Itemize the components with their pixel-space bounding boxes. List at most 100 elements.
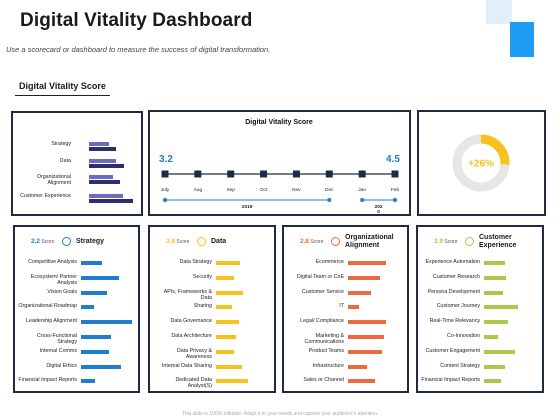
- metric-label: Ecosystem/ Partner Analysis: [30, 273, 77, 286]
- timeline-chart: Digital Vitality Score 3.2 4.5 July Aug Sep Oc…: [159, 119, 400, 215]
- metric-bar: [216, 305, 232, 310]
- timeline-end-value: 4.5: [386, 154, 400, 165]
- metric-label: IT: [339, 303, 344, 310]
- metric-label: Persona Development: [427, 288, 480, 295]
- timeline-month-marker: [391, 170, 399, 178]
- metric-label: Experience Automation: [425, 259, 480, 265]
- score-category-label: Strategy: [51, 141, 71, 147]
- metric-bar: [216, 379, 248, 384]
- donut-panel: +26%: [417, 110, 546, 216]
- metric-label: Ecommerce: [315, 259, 344, 265]
- metric-bar: [348, 261, 386, 265]
- score-bar-previous: [89, 159, 117, 163]
- metric-label: Digital Ethics: [46, 362, 77, 369]
- panel-title: Organizational Alignment: [345, 234, 394, 249]
- metric-bar: [216, 261, 240, 265]
- metric-bar: [484, 349, 515, 354]
- metric-bar: [81, 320, 132, 325]
- score-value: 2.2 Score: [31, 238, 55, 245]
- metric-bar: [348, 275, 381, 280]
- category-icon: [62, 237, 71, 246]
- year-span-b-start-dot: [360, 198, 365, 202]
- timeline-month-label: Feb: [391, 187, 400, 193]
- metric-bar: [216, 364, 242, 369]
- year-span-end-dot: [327, 198, 332, 202]
- metric-label: Marketing & Communications: [304, 333, 344, 345]
- metric-bar: [81, 364, 121, 369]
- metric-bar: [348, 364, 367, 369]
- metric-label: Content Strategy: [440, 362, 480, 369]
- timeline-month-label: Dec: [325, 187, 334, 193]
- timeline-month-marker: [227, 170, 235, 178]
- timeline-panel: Digital Vitality Score 3.2 4.5 July Aug Sep Oc…: [148, 110, 411, 216]
- score-word: Score: [40, 239, 55, 245]
- score-value: 3.8 Score: [166, 238, 190, 245]
- decor-square-blue: [510, 22, 534, 57]
- timeline-month-marker: [194, 170, 202, 178]
- timeline-month-label: Jan: [358, 187, 366, 193]
- metric-bar: [348, 320, 386, 325]
- panel-title: Customer Experience: [479, 234, 517, 249]
- year-span-b-end-dot: [393, 198, 397, 202]
- score-number: 3.9: [434, 238, 444, 245]
- panel-title: Strategy: [76, 238, 105, 245]
- category-icon: [465, 237, 474, 246]
- metric-bar: [81, 261, 103, 265]
- score-bar-current: [89, 199, 133, 203]
- page-title: Digital Vitality Dashboard: [20, 10, 253, 31]
- metric-bar: [348, 290, 371, 295]
- metric-bar: [81, 379, 96, 384]
- timeline-start-value: 3.2: [159, 154, 173, 165]
- metric-label: Customer Service: [301, 288, 344, 295]
- score-bar-current: [89, 147, 117, 151]
- section-underline: [15, 95, 110, 96]
- metric-bar: [81, 335, 111, 339]
- score-value: 2.8 Score: [300, 238, 324, 245]
- score-number: 2.8: [300, 238, 310, 245]
- metric-label: Product Teams: [308, 347, 344, 354]
- score-bar-current: [89, 180, 120, 184]
- score-bars-panel: Strategy Data Organizational Alignment Cust…: [11, 111, 143, 216]
- metric-label: Security: [192, 273, 212, 280]
- metric-label: Customer Research: [432, 273, 480, 280]
- score-category-label: Organizational Alignment: [36, 174, 71, 186]
- score-bar-previous: [89, 194, 124, 198]
- metric-label: Vision Goals: [47, 288, 77, 295]
- metric-label: Sharing: [193, 303, 212, 310]
- footer-note: This slide is 100% editable. Adapt it to…: [181, 411, 379, 417]
- metric-label: Cross-Functional Strategy: [36, 333, 77, 345]
- metric-bar: [81, 349, 110, 354]
- timeline-month-marker: [325, 170, 333, 178]
- metric-label: Data Governance: [170, 318, 212, 325]
- score-number: 2.2: [31, 238, 41, 245]
- metric-bar: [348, 335, 385, 339]
- metric-bar: [81, 275, 120, 280]
- timeline-month-marker: [161, 170, 169, 178]
- score-value: 3.9 Score: [434, 238, 458, 245]
- score-bar-previous: [89, 175, 114, 179]
- metric-bar: [216, 275, 234, 280]
- metric-label: Internal Comms: [39, 347, 77, 354]
- metric-label: Competitive Analysis: [28, 259, 77, 265]
- page-subtitle: Use a scorecard or dashboard to measure …: [6, 45, 271, 54]
- metric-label: Customer Journey: [436, 303, 480, 310]
- score-number: 3.8: [166, 238, 176, 245]
- timeline-month-marker: [260, 170, 268, 178]
- metric-bar: [484, 364, 506, 369]
- metric-bar: [216, 349, 234, 354]
- timeline-month-label: Aug: [194, 187, 203, 193]
- year-span-start-dot: [163, 198, 167, 202]
- metric-bar: [484, 305, 518, 310]
- timeline-month-label: Oct: [260, 187, 268, 193]
- metric-label: Internal Data Sharing: [161, 362, 212, 369]
- metric-label: Financial Impact Reports: [18, 377, 77, 384]
- metric-bar: [348, 349, 383, 354]
- score-word: Score: [443, 239, 458, 245]
- category-icon: [197, 237, 206, 246]
- score-bar-previous: [89, 142, 109, 146]
- metric-bar: [484, 379, 501, 384]
- metric-bar: [81, 290, 107, 295]
- score-category-label: Customer Experience: [20, 193, 71, 199]
- metric-label: Legal/ Compliance: [300, 318, 344, 325]
- metric-bar: [81, 305, 94, 310]
